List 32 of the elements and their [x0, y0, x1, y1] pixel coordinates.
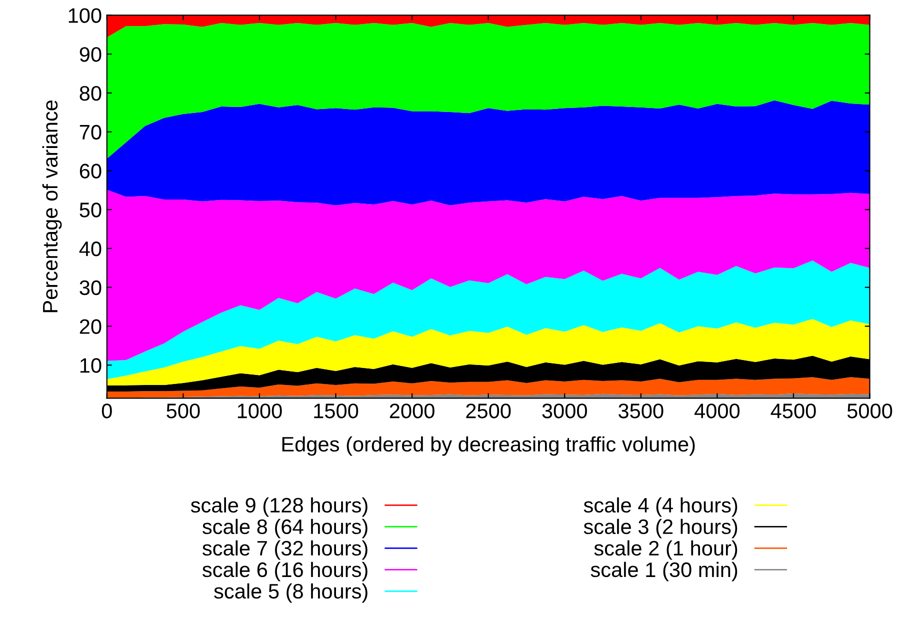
y-tick-label: 40	[79, 241, 102, 256]
x-tick-label: 2000	[390, 404, 434, 418]
legend-label: scale 5 (8 hours)	[214, 583, 368, 603]
x-tick-label: 3000	[542, 404, 587, 418]
y-tick-label: 90	[80, 47, 102, 62]
y-tick-label: 100	[68, 8, 102, 23]
y-tick-label: 60	[80, 164, 102, 178]
legend-label: scale 8 (64 hours)	[202, 518, 368, 538]
legend-label: scale 3 (2 hours)	[584, 518, 738, 538]
x-tick-label: 1000	[238, 404, 282, 418]
legend-label: scale 2 (1 hour)	[594, 540, 738, 560]
y-tick-label: 10	[80, 358, 102, 373]
legend-label: scale 4 (4 hours)	[584, 497, 738, 517]
legend-label: scale 9 (128 hours)	[190, 497, 368, 517]
y-tick-label: 70	[80, 124, 102, 140]
legend-label: scale 6 (16 hours)	[202, 562, 368, 582]
x-tick-label: 4500	[770, 404, 816, 418]
y-tick-label: 80	[80, 86, 102, 101]
x-tick-label: 2500	[466, 404, 511, 418]
x-tick-label: 500	[166, 404, 200, 418]
x-tick-label: 4000	[694, 404, 740, 418]
x-tick-label: 5000	[847, 404, 892, 418]
x-tick-label: 0	[102, 404, 112, 418]
legend-label: scale 1 (30 min)	[590, 562, 738, 582]
y-tick-label: 50	[80, 202, 102, 218]
x-tick-label: 1500	[314, 404, 358, 418]
y-tick-label: 30	[80, 280, 102, 296]
y-tick-label: 20	[80, 319, 102, 334]
y-axis-title: Percentage of variance	[42, 100, 62, 312]
x-tick-label: 3500	[618, 404, 664, 418]
legend-label: scale 7 (32 hours)	[202, 540, 368, 560]
x-axis-title: Edges (ordered by decreasing traffic volume)	[282, 436, 695, 456]
